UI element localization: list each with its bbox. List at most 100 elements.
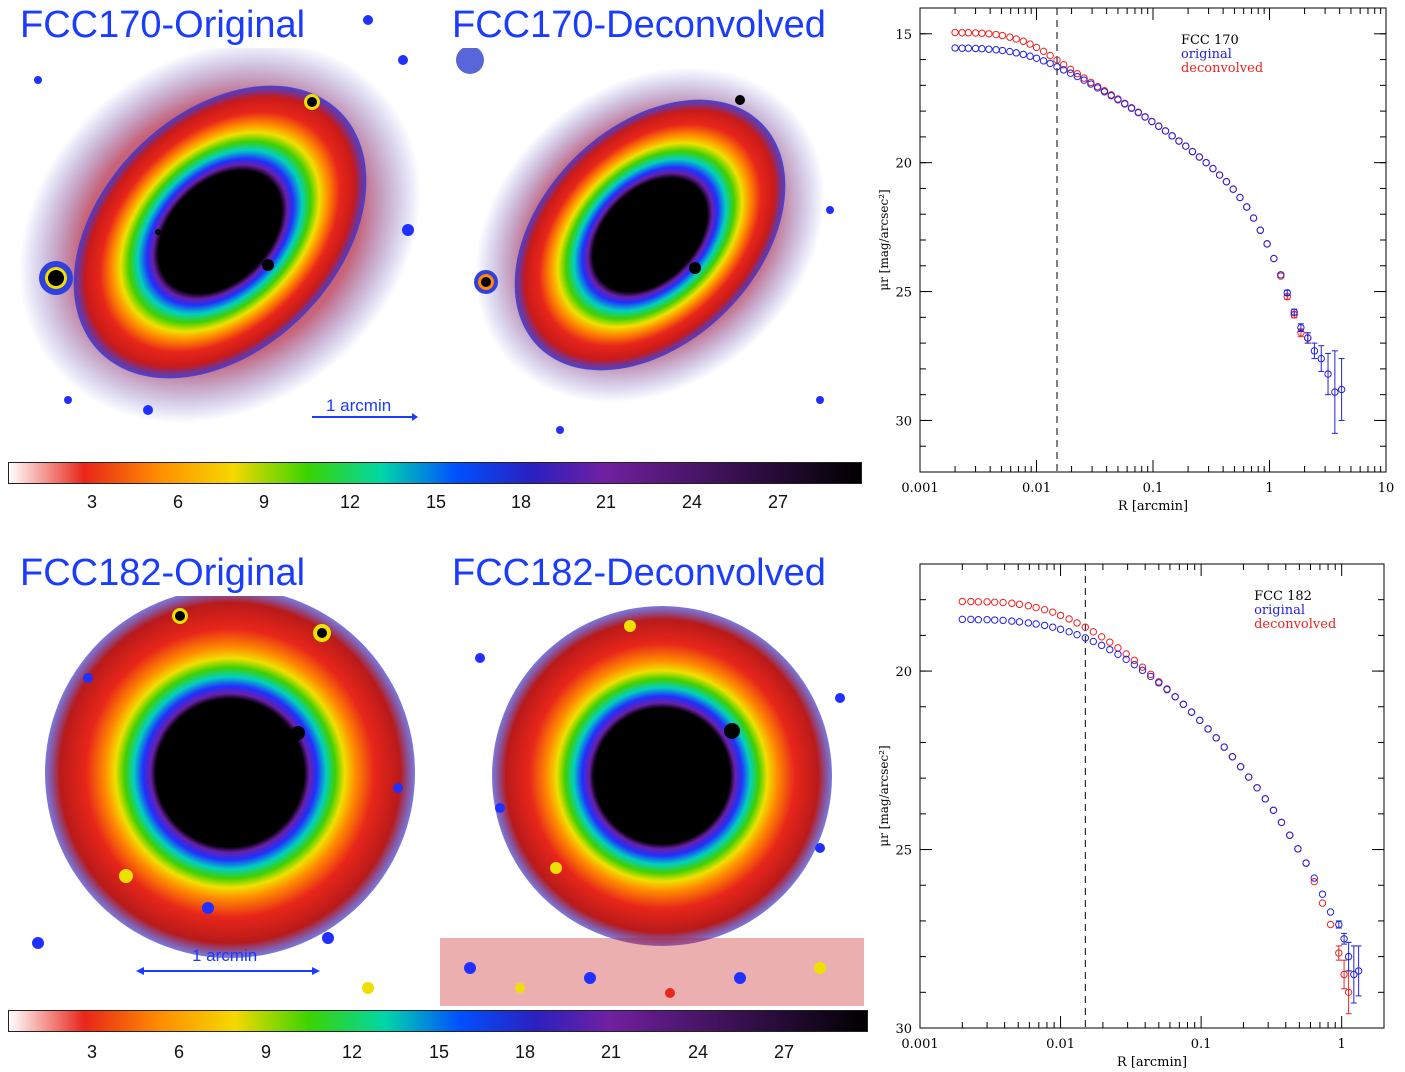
data-point-original (1269, 806, 1278, 814)
colorbar-tick: 15 (428, 1042, 450, 1062)
data-point-deconvolved (1130, 656, 1139, 665)
colorbar-tick: 6 (173, 1042, 185, 1062)
data-point-original (1277, 271, 1285, 279)
data-point-original (1087, 80, 1095, 88)
colorbar-tick: 24 (687, 1042, 709, 1062)
data-point-deconvolved (1147, 670, 1155, 678)
data-point-deconvolved (1326, 920, 1335, 929)
y-tick-label: 25 (895, 286, 912, 301)
data-point-deconvolved (958, 597, 967, 606)
data-point-deconvolved (1122, 650, 1130, 658)
data-point-original (1134, 108, 1143, 117)
data-point-deconvolved (1008, 599, 1016, 607)
colorbar-tick: 12 (341, 1042, 363, 1062)
data-point-deconvolved (1089, 628, 1098, 636)
data-point-original (1182, 142, 1190, 150)
data-point-deconvolved (1006, 33, 1014, 41)
data-point-original (1073, 72, 1082, 81)
data-point-original (992, 46, 1000, 54)
data-point-original (1006, 47, 1014, 56)
data-point-original (1263, 240, 1271, 248)
fcc170-deconvolved-panel: FCC170-Deconvolved (440, 0, 860, 458)
data-point-original (1304, 334, 1312, 342)
data-point-original (1080, 76, 1088, 84)
data-point-original (985, 45, 993, 53)
data-point-original (964, 44, 973, 52)
data-point-original (1318, 890, 1327, 898)
data-point-original (1130, 660, 1139, 669)
fcc182-deconvolved-image (440, 606, 864, 1006)
data-point-original (1326, 908, 1335, 916)
fcc170-deconvolved-label: FCC170-Deconvolved (448, 2, 830, 48)
data-point-deconvolved (1097, 633, 1106, 641)
data-point-original (1008, 617, 1016, 625)
data-point-deconvolved (992, 30, 1000, 39)
data-point-original (1212, 734, 1220, 742)
data-point-deconvolved (1059, 61, 1068, 69)
scale-bar-arrow-top (312, 413, 418, 421)
data-point-deconvolved (1026, 40, 1034, 48)
colorbar-bottom-ticks: 3 6 9 12 15 18 21 24 27 (8, 1042, 866, 1066)
data-point-original (1161, 127, 1170, 135)
data-point-original (1081, 634, 1090, 642)
colorbar-tick: 15 (425, 492, 447, 512)
fcc170-deconvolved-image (456, 46, 834, 434)
y-tick-label: 30 (895, 414, 912, 429)
data-point-original (999, 616, 1007, 625)
data-point-deconvolved (1032, 603, 1040, 612)
y-axis-label: μr [mag/arcsec²] (877, 189, 891, 290)
data-point-original (1243, 203, 1251, 211)
x-tick-label: 0.001 (901, 481, 938, 496)
data-point-deconvolved (1056, 611, 1065, 620)
data-point-original (1015, 618, 1024, 626)
legend-entry: deconvolved (1181, 61, 1263, 76)
fcc182-deconvolved-panel: FCC182-Deconvolved (440, 548, 864, 1006)
data-point-original (1032, 620, 1040, 628)
data-point-deconvolved (1335, 949, 1343, 957)
data-point-original (1100, 88, 1109, 96)
data-point-original (1024, 619, 1033, 627)
x-tick-label: 0.1 (1143, 481, 1164, 496)
data-point-deconvolved (1032, 43, 1041, 52)
data-point-original (1229, 185, 1237, 193)
data-point-original (1046, 59, 1054, 68)
data-point-original (1354, 967, 1363, 975)
data-point-deconvolved (978, 29, 986, 37)
fcc170-original-label: FCC170-Original (16, 2, 310, 48)
colorbar-tick: 21 (595, 492, 617, 512)
data-point-deconvolved (1046, 51, 1054, 60)
data-point-deconvolved (958, 29, 966, 37)
x-tick-label: 1 (1265, 481, 1273, 496)
x-tick-label: 0.1 (1191, 1037, 1212, 1052)
data-point-original (998, 46, 1007, 55)
data-point-original (1040, 621, 1049, 630)
data-point-original (1107, 91, 1115, 100)
data-point-deconvolved (1340, 970, 1348, 979)
y-tick-label: 15 (895, 28, 912, 43)
data-point-original (1324, 370, 1332, 378)
scale-bar-label-bottom: 1 arcmin (192, 946, 258, 965)
data-point-deconvolved (1015, 600, 1024, 609)
data-point-original (1222, 178, 1231, 186)
data-point-original (967, 615, 975, 624)
colorbar-tick: 9 (258, 492, 270, 512)
data-point-original (1073, 630, 1081, 639)
data-point-original (1236, 193, 1244, 202)
fcc182-profile-chart: 0.001 0.01 0.1 1 20 25 30 R [arcmin] μr [mag/arc… (877, 563, 1385, 1068)
data-point-original (1286, 831, 1294, 839)
data-point-original (1121, 100, 1129, 108)
data-point-deconvolved (971, 29, 980, 37)
data-point-deconvolved (999, 598, 1007, 607)
data-point-deconvolved (1065, 615, 1073, 623)
data-point-original (1155, 122, 1163, 131)
data-point-original (1012, 49, 1020, 57)
data-point-deconvolved (1080, 74, 1088, 82)
data-point-original (1056, 625, 1065, 634)
data-point-original (958, 44, 966, 52)
data-point-deconvolved (1040, 605, 1049, 614)
data-point-original (1127, 104, 1136, 112)
data-point-original (1196, 716, 1204, 725)
x-tick-label: 10 (1378, 481, 1395, 496)
data-point-deconvolved (1106, 638, 1114, 646)
data-point-original (1261, 795, 1269, 803)
